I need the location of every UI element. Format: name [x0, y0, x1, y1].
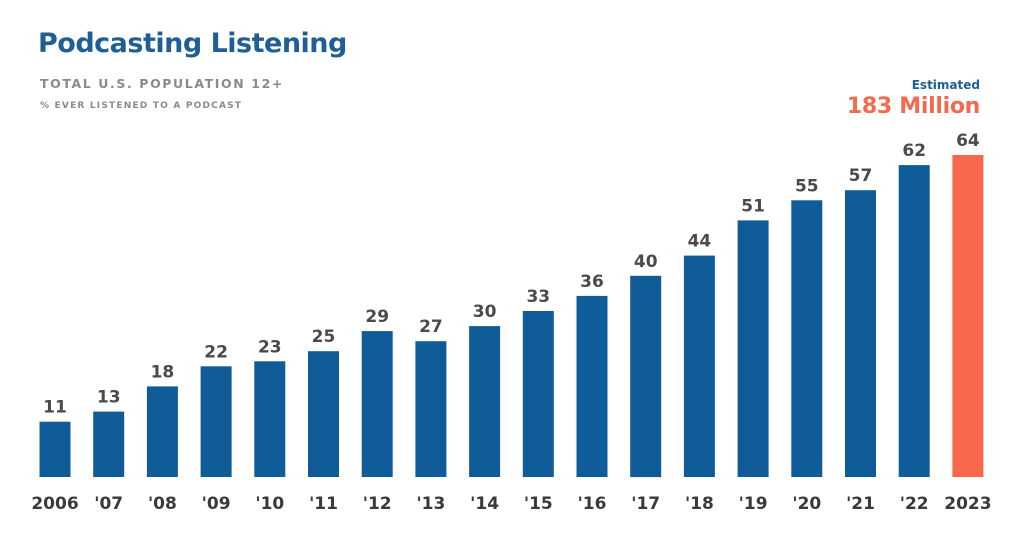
value-label-10: 36 [580, 272, 604, 292]
x-tick-label-10: '16 [578, 494, 607, 514]
x-tick-label-16: '22 [900, 494, 929, 514]
bar-14 [791, 200, 823, 478]
value-label-7: 27 [419, 317, 443, 337]
value-label-4: 23 [258, 337, 282, 357]
x-tick-label-6: '12 [363, 494, 392, 514]
bar-6 [361, 331, 393, 477]
x-tick-label-17: 2023 [944, 494, 991, 514]
bar-13 [737, 220, 769, 477]
x-tick-label-7: '13 [416, 494, 445, 514]
value-label-1: 13 [97, 388, 121, 408]
value-label-14: 55 [795, 176, 819, 196]
value-label-8: 30 [473, 302, 497, 322]
bar-10 [576, 295, 608, 477]
value-label-15: 57 [849, 166, 873, 186]
chart-title: Podcasting Listening [38, 28, 347, 59]
bar-8 [469, 326, 501, 477]
x-tick-label-11: '17 [631, 494, 660, 514]
value-label-9: 33 [526, 287, 550, 307]
x-tick-label-5: '11 [309, 494, 338, 514]
bar-17 [952, 155, 984, 477]
value-label-13: 51 [741, 196, 765, 216]
bar-12 [683, 255, 715, 477]
bar-3 [200, 366, 232, 477]
x-tick-label-15: '21 [846, 494, 875, 514]
bar-1 [93, 411, 125, 477]
x-tick-label-8: '14 [470, 494, 499, 514]
bar-11 [630, 275, 662, 478]
bar-0 [39, 421, 71, 477]
x-tick-label-9: '15 [524, 494, 553, 514]
value-label-0: 11 [43, 398, 67, 418]
bar-7 [415, 341, 447, 477]
value-label-11: 40 [634, 252, 658, 272]
chart-subtitle: TOTAL U.S. POPULATION 12+ [40, 76, 284, 91]
value-label-12: 44 [688, 232, 712, 252]
value-label-2: 18 [151, 362, 175, 382]
x-tick-label-1: '07 [94, 494, 123, 514]
bar-9 [522, 311, 554, 477]
x-tick-label-13: '19 [739, 494, 768, 514]
value-label-17: 64 [956, 131, 980, 151]
value-label-5: 25 [312, 327, 336, 347]
value-label-16: 62 [902, 141, 926, 161]
x-tick-label-12: '18 [685, 494, 714, 514]
bar-16 [898, 165, 930, 477]
x-tick-label-14: '20 [792, 494, 821, 514]
x-tick-label-0: 2006 [31, 494, 78, 514]
x-tick-label-4: '10 [255, 494, 284, 514]
bar-4 [254, 361, 286, 477]
bar-2 [146, 386, 178, 477]
bar-5 [308, 351, 339, 477]
value-label-3: 22 [204, 342, 228, 362]
estimate-value: 183 Million [846, 94, 980, 119]
estimate-label: Estimated [911, 78, 980, 92]
x-tick-label-2: '08 [148, 494, 177, 514]
x-tick-label-3: '09 [202, 494, 231, 514]
chart-subtitle-metric: % EVER LISTENED TO A PODCAST [40, 101, 243, 111]
value-label-6: 29 [365, 307, 389, 327]
bar-15 [845, 190, 876, 477]
